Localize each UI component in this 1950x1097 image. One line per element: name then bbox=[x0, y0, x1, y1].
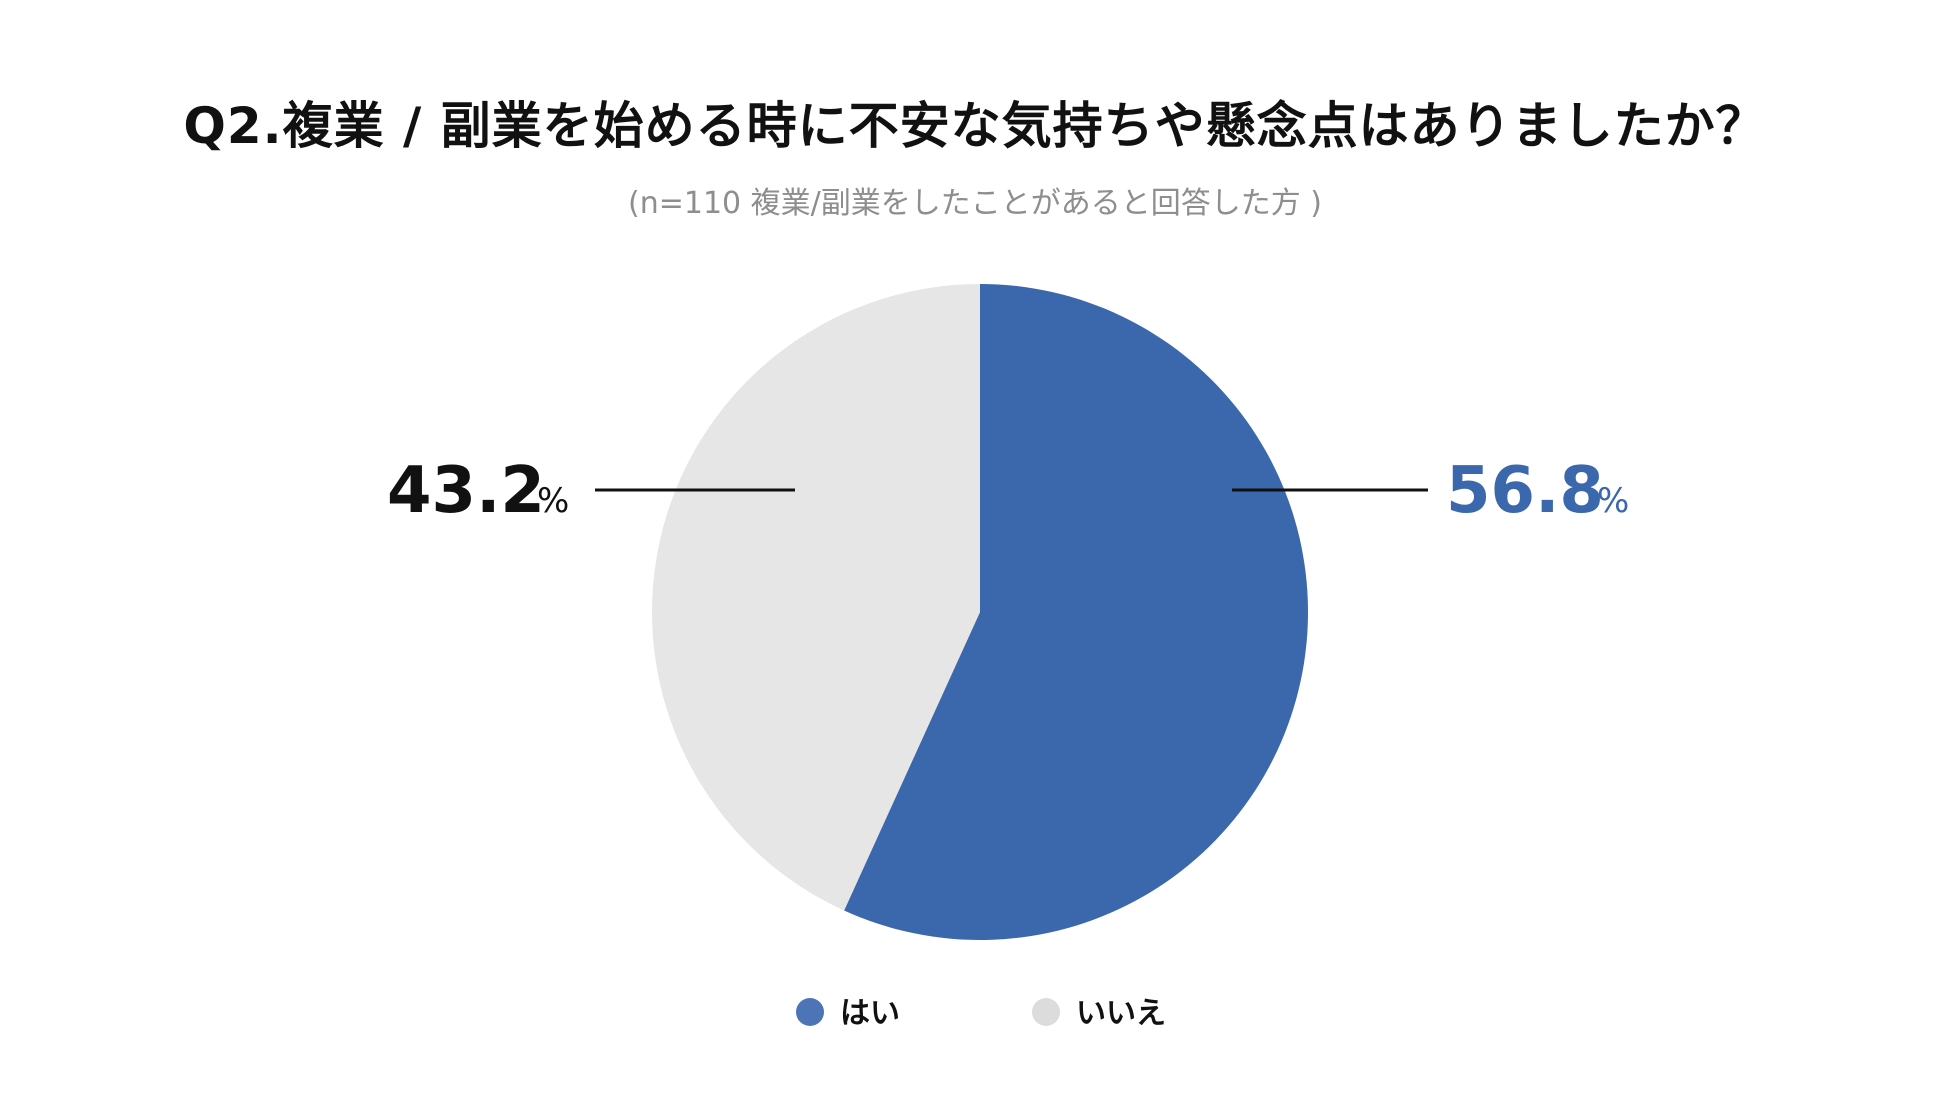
chart-title: Q2.複業 / 副業を始める時に不安な気持ちや懸念点はありましたか？ bbox=[183, 97, 1767, 155]
pie-slice-no bbox=[652, 283, 980, 911]
data-label-yes: 56.8 bbox=[1446, 454, 1604, 528]
data-label-no: 43.2 bbox=[387, 454, 545, 528]
legend-marker-yes bbox=[796, 998, 824, 1026]
legend-label-yes: はい bbox=[840, 996, 900, 1031]
pie-slice-yes bbox=[844, 284, 1308, 940]
chart-subtitle: (n=110 複業/副業をしたことがあると回答した方 ) bbox=[628, 186, 1322, 221]
percent-unit-yes: % bbox=[1597, 481, 1629, 521]
legend-marker-no bbox=[1032, 998, 1060, 1026]
legend-label-no: いいえ bbox=[1076, 996, 1166, 1031]
percent-unit-no: % bbox=[537, 481, 569, 521]
